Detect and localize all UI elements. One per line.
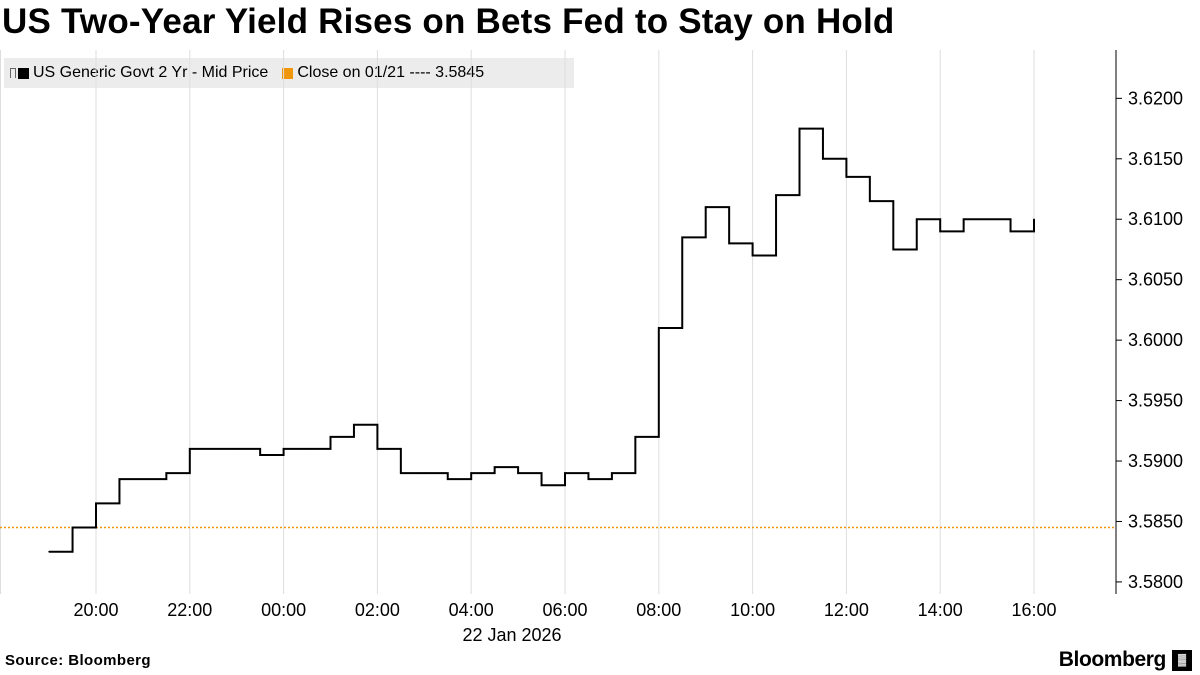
legend-item-close: Close on 01/21 ---- 3.5845: [282, 64, 484, 82]
x-tick-label: 10:00: [730, 600, 775, 620]
x-tick-label: 04:00: [449, 600, 494, 620]
x-tick-label: 00:00: [261, 600, 306, 620]
data-point: [189, 448, 191, 450]
data-point: [470, 472, 473, 474]
brand-logo: Bloomberg: [1058, 648, 1167, 671]
data-point: [235, 448, 238, 450]
data-point: [540, 484, 543, 487]
x-axis: 20:00 22:00 00:00 02:00 04:00 06:00 08:00 10:00…: [73, 600, 1056, 645]
y-tick-label: 3.6200: [1128, 88, 1183, 108]
data-point: [915, 218, 918, 221]
data-point: [165, 472, 168, 474]
data-point: [822, 158, 824, 160]
brand-mark-icon: ▓: [1172, 650, 1192, 671]
data-point: [446, 478, 449, 480]
data-point: [493, 466, 496, 468]
legend-item-series: US Generic Govt 2 Yr - Mid Price: [18, 64, 268, 82]
data-point: [939, 230, 941, 233]
data-point: [517, 472, 519, 474]
chart-title: US Two-Year Yield Rises on Bets Fed to S…: [2, 2, 895, 41]
legend-swatch-close: [282, 67, 294, 79]
legend: US Generic Govt 2 Yr - Mid Price Close o…: [4, 58, 574, 88]
data-point: [95, 502, 97, 505]
data-point: [71, 526, 74, 529]
data-point: [142, 478, 144, 480]
y-tick-label: 3.6050: [1128, 270, 1183, 290]
y-tick-label: 3.5900: [1128, 451, 1183, 471]
data-point: [306, 448, 308, 450]
data-point: [259, 454, 261, 456]
source-note: Source: Bloomberg: [5, 652, 151, 669]
data-point: [329, 436, 332, 438]
legend-close-label: Close on 01/21 ---- 3.5845: [297, 64, 485, 81]
x-tick-label: 20:00: [73, 600, 118, 620]
data-point: [869, 200, 871, 202]
data-point: [212, 448, 215, 450]
pin-icon: [10, 68, 16, 78]
y-axis: 3.5800 3.5850 3.5900 3.5950 3.6000 3.6050 3.61…: [1115, 50, 1183, 594]
data-point: [728, 242, 730, 245]
x-tick-label: 02:00: [355, 600, 400, 620]
data-point: [118, 478, 121, 480]
y-tick-label: 3.6150: [1128, 149, 1183, 169]
data-point: [892, 248, 895, 251]
data-point: [353, 423, 355, 426]
data-point: [587, 478, 590, 480]
data-point: [376, 448, 379, 450]
yield-series-line: [49, 127, 1035, 553]
legend-series-label: US Generic Govt 2 Yr - Mid Price: [33, 64, 269, 81]
data-point: [423, 472, 426, 474]
data-point: [962, 218, 965, 221]
x-tick-label: 06:00: [542, 600, 587, 620]
x-tick-label: 14:00: [918, 600, 963, 620]
data-point: [798, 127, 801, 130]
data-point: [658, 327, 660, 329]
data-point: [1033, 218, 1035, 221]
data-point: [751, 254, 754, 257]
y-tick-label: 3.6100: [1128, 209, 1183, 229]
data-point: [48, 550, 50, 553]
y-tick-label: 3.6000: [1128, 330, 1183, 350]
data-point: [704, 206, 707, 208]
data-point: [681, 236, 684, 239]
legend-swatch-series: [18, 67, 29, 79]
data-point: [986, 218, 988, 221]
x-tick-label: 22:00: [167, 600, 212, 620]
y-tick-label: 3.5950: [1128, 391, 1183, 411]
data-point: [775, 194, 777, 196]
y-tick-label: 3.5800: [1128, 572, 1183, 592]
x-date-label: 22 Jan 2026: [462, 625, 561, 645]
plot-area: [0, 127, 1116, 553]
data-point: [282, 448, 285, 450]
data-point: [1009, 230, 1012, 233]
x-tick-label: 16:00: [1011, 600, 1056, 620]
data-point: [634, 436, 637, 438]
data-point: [564, 472, 566, 474]
y-tick-label: 3.5850: [1128, 511, 1183, 531]
data-point: [400, 472, 402, 474]
x-tick-label: 12:00: [824, 600, 869, 620]
data-point: [845, 176, 848, 178]
vertical-gridlines: [0, 50, 1035, 594]
x-tick-label: 08:00: [636, 600, 681, 620]
data-point: [611, 472, 613, 474]
